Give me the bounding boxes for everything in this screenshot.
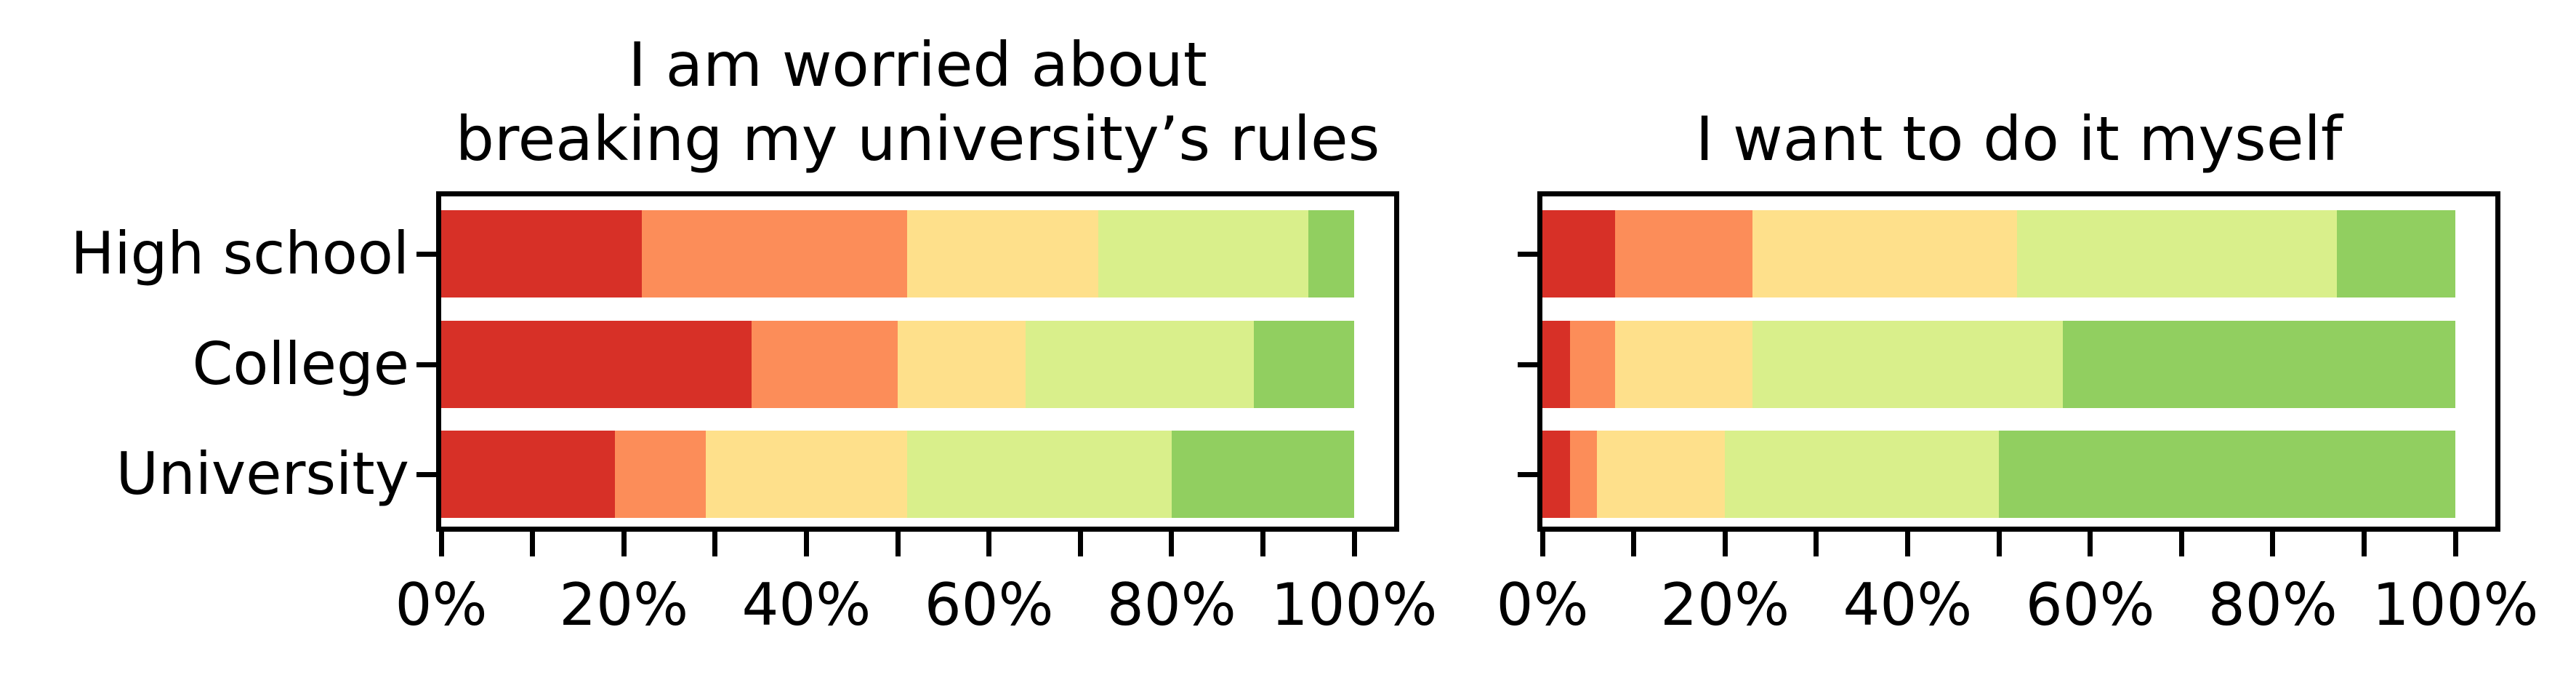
bar-segment-dark-red bbox=[441, 321, 752, 408]
chart-title-line: I want to do it myself bbox=[1695, 103, 2343, 175]
chart-title: I am worried about breaking my university… bbox=[456, 28, 1380, 176]
bar-segment-orange bbox=[1569, 431, 1598, 518]
bar-segment-dark-red bbox=[1542, 210, 1616, 297]
y-tick-label: High school bbox=[71, 220, 409, 287]
x-tick-label: 40% bbox=[1843, 571, 1973, 639]
bar-segment-dark-red bbox=[1542, 321, 1570, 408]
bar-segment-dark-red bbox=[441, 431, 615, 518]
bar-segment-yellow bbox=[706, 431, 907, 518]
bar-segment-dark-red bbox=[1542, 431, 1570, 518]
x-tick-label: 80% bbox=[2207, 571, 2338, 639]
bar-segment-green bbox=[1171, 431, 1354, 518]
y-tick bbox=[1518, 471, 1537, 477]
bar-segment-light-green bbox=[1098, 210, 1309, 297]
y-tick bbox=[416, 471, 436, 477]
bar-segment-light-green bbox=[906, 431, 1172, 518]
bar-segment-orange bbox=[1569, 321, 1616, 408]
y-tick bbox=[1518, 362, 1537, 367]
x-tick-label: 40% bbox=[741, 571, 872, 639]
bar-segment-yellow bbox=[1615, 321, 1752, 408]
bar-segment-yellow bbox=[1597, 431, 1726, 518]
x-tick-label: 80% bbox=[1106, 571, 1236, 639]
bar-segment-yellow bbox=[898, 321, 1026, 408]
bar-segment-dark-red bbox=[441, 210, 643, 297]
x-tick bbox=[2270, 532, 2276, 556]
x-tick bbox=[2088, 532, 2093, 556]
y-tick-label: College bbox=[192, 330, 409, 398]
x-tick bbox=[895, 532, 901, 556]
bar-segment-light-green bbox=[2017, 210, 2337, 297]
x-tick-label: 0% bbox=[395, 571, 488, 639]
x-tick bbox=[530, 532, 536, 556]
x-tick-label: 100% bbox=[1271, 571, 1438, 639]
bar-segment-light-green bbox=[1025, 321, 1254, 408]
x-tick-label: 60% bbox=[924, 571, 1054, 639]
bar-segment-orange bbox=[642, 210, 907, 297]
x-tick bbox=[1904, 532, 1910, 556]
bar-segment-orange bbox=[752, 321, 898, 408]
y-tick-label: University bbox=[116, 440, 409, 508]
bar-segment-light-green bbox=[1752, 321, 2063, 408]
bar-segment-orange bbox=[614, 431, 707, 518]
bar-segment-green bbox=[2062, 321, 2455, 408]
x-tick bbox=[1631, 532, 1637, 556]
x-tick bbox=[803, 532, 809, 556]
x-tick-label: 60% bbox=[2025, 571, 2155, 639]
x-tick bbox=[1077, 532, 1083, 556]
x-tick-label: 20% bbox=[1660, 571, 1790, 639]
x-tick bbox=[2178, 532, 2184, 556]
bar-segment-green bbox=[1999, 431, 2455, 518]
chart-title: I want to do it myself bbox=[1696, 102, 2343, 176]
chart-title-line: breaking my university’s rules bbox=[455, 103, 1380, 175]
x-tick bbox=[986, 532, 992, 556]
x-tick bbox=[2452, 532, 2458, 556]
bar-segment-yellow bbox=[906, 210, 1099, 297]
x-tick bbox=[712, 532, 718, 556]
x-tick bbox=[1169, 532, 1175, 556]
x-tick-label: 20% bbox=[559, 571, 689, 639]
x-tick bbox=[1539, 532, 1545, 556]
y-tick bbox=[1518, 251, 1537, 257]
x-tick bbox=[1351, 532, 1357, 556]
x-tick bbox=[438, 532, 444, 556]
x-tick bbox=[1996, 532, 2002, 556]
x-tick bbox=[2361, 532, 2367, 556]
bar-segment-green bbox=[1308, 210, 1354, 297]
y-tick bbox=[416, 251, 436, 257]
x-tick-label: 100% bbox=[2372, 571, 2539, 639]
bar-segment-green bbox=[2336, 210, 2455, 297]
bar-segment-light-green bbox=[1725, 431, 1999, 518]
x-tick bbox=[1722, 532, 1728, 556]
bar-segment-green bbox=[1253, 321, 1354, 408]
x-tick bbox=[1260, 532, 1265, 556]
bar-segment-orange bbox=[1615, 210, 1752, 297]
x-tick bbox=[1814, 532, 1819, 556]
x-tick bbox=[621, 532, 627, 556]
chart-title-line: I am worried about bbox=[628, 29, 1207, 100]
x-tick-label: 0% bbox=[1496, 571, 1589, 639]
bar-segment-yellow bbox=[1752, 210, 2018, 297]
y-tick bbox=[416, 362, 436, 367]
